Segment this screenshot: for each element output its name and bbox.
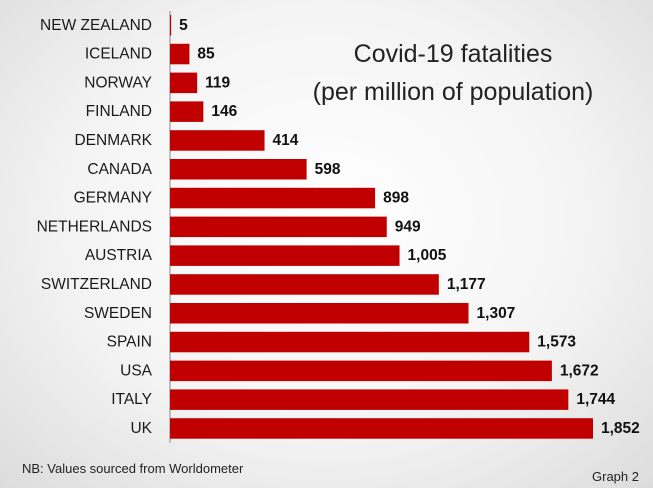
value-label: 414 <box>273 132 299 149</box>
bar-new-zealand <box>170 15 172 36</box>
category-label: FINLAND <box>86 103 152 120</box>
category-label: SPAIN <box>107 334 152 351</box>
bar-italy <box>170 389 569 410</box>
footnote: NB: Values sourced from Worldometer <box>22 461 244 476</box>
category-label: CANADA <box>87 161 152 178</box>
category-label: USA <box>120 362 153 379</box>
value-label: 5 <box>179 17 188 34</box>
value-label: 1,005 <box>408 247 447 264</box>
category-label: AUSTRIA <box>85 247 153 264</box>
bar-switzerland <box>170 274 439 295</box>
value-label: 949 <box>395 218 421 235</box>
bar-iceland <box>170 43 190 65</box>
value-label: 1,672 <box>560 362 599 379</box>
category-label: SWEDEN <box>84 305 152 322</box>
bar-spain <box>170 331 530 353</box>
value-label: 85 <box>197 46 215 63</box>
value-label: 1,744 <box>576 391 615 408</box>
chart-title-line-2: (per million of population) <box>312 78 594 106</box>
value-label: 1,852 <box>601 420 640 437</box>
bar-finland <box>170 101 204 122</box>
value-label: 898 <box>383 190 409 207</box>
bar-sweden <box>170 303 469 324</box>
category-label: DENMARK <box>74 132 152 149</box>
bar-canada <box>170 159 307 180</box>
category-label: GERMANY <box>74 190 152 207</box>
bar-usa <box>170 360 552 382</box>
category-label: UK <box>130 420 152 437</box>
value-label: 1,177 <box>447 276 486 293</box>
bar-uk <box>170 418 593 439</box>
value-label: 1,307 <box>477 305 516 322</box>
category-label: NORWAY <box>84 74 152 91</box>
bar-germany <box>170 187 376 209</box>
bar-austria <box>170 245 400 266</box>
category-label: ITALY <box>111 391 152 408</box>
value-label: 119 <box>205 74 230 91</box>
bar-denmark <box>170 130 265 151</box>
value-label: 146 <box>211 103 237 120</box>
chart-title-line-1: Covid-19 fatalities <box>353 40 553 68</box>
category-label: NEW ZEALAND <box>40 17 152 34</box>
graph-label: Graph 2 <box>592 469 639 484</box>
bar-netherlands <box>170 216 387 238</box>
bar-norway <box>170 72 198 94</box>
value-label: 1,573 <box>537 334 576 351</box>
value-label: 598 <box>315 161 341 178</box>
category-label: ICELAND <box>85 46 152 63</box>
category-label: SWITZERLAND <box>41 276 152 293</box>
category-label: NETHERLANDS <box>37 218 152 235</box>
